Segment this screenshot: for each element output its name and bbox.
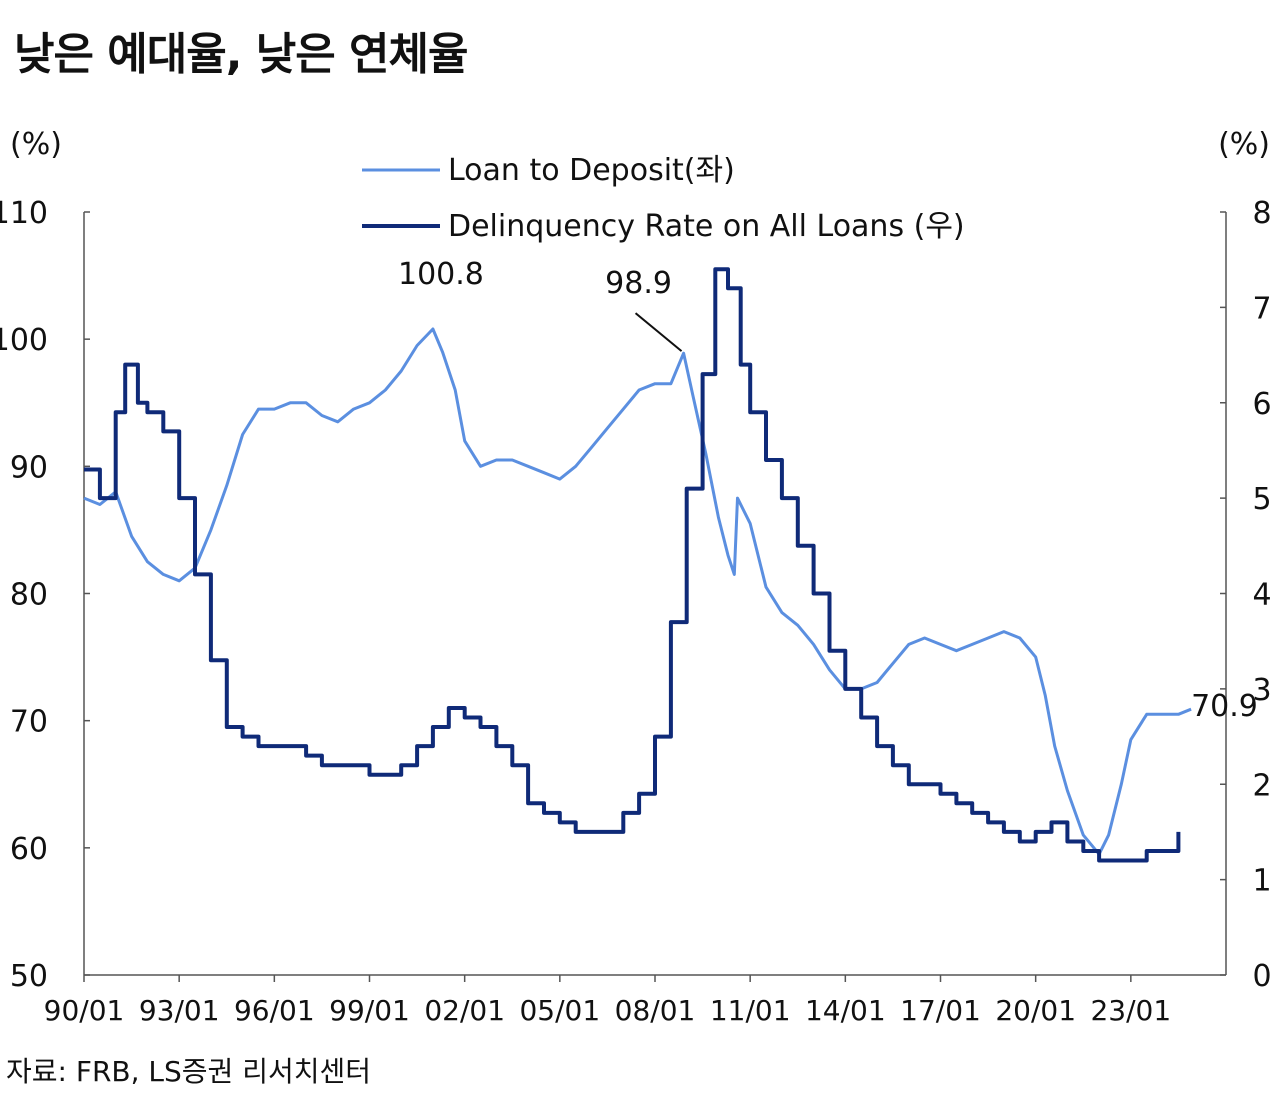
chart-axes: 110 100 90 80 70 60 50 (%) 8 7 6 5 4 3 2 1 0 (%) 90/01 93/0… [0,127,1272,1027]
x-tick-label: 96/01 [234,994,315,1027]
y-left-tick-label: 90 [10,450,48,485]
y-right-tick-label: 1 [1252,864,1271,899]
x-tick-label: 93/01 [139,994,220,1027]
x-tick-label: 99/01 [329,994,410,1027]
chart-annotations: 100.8 98.9 70.9 [398,257,1258,724]
y-left-tick-label: 50 [10,959,48,994]
x-tick-label: 02/01 [424,994,505,1027]
x-tick-label: 17/01 [900,994,981,1027]
y-left-tick-label: 80 [10,578,48,613]
legend-label: Delinquency Rate on All Loans (우) [448,209,965,244]
series-loan-to-deposit-line [83,327,1192,856]
source-note: 자료: FRB, LS증권 리서치센터 [6,1055,372,1088]
x-tick-label: 08/01 [615,994,696,1027]
annotation-label: 100.8 [398,257,484,292]
y-right-tick-label: 5 [1252,482,1271,517]
y-left-tick-label: 110 [0,196,48,231]
series-delinquency-line [84,267,1181,863]
y-left-tick-label: 60 [10,832,48,867]
y-right-tick-label: 0 [1252,959,1271,994]
y-right-tick-label: 8 [1252,196,1271,231]
annotation-leader-line [634,312,683,352]
x-tick-label: 90/01 [44,994,125,1027]
y-right-tick-label: 6 [1252,387,1271,422]
y-right-unit: (%) [1218,127,1270,162]
x-tick-label: 11/01 [710,994,791,1027]
legend-label: Loan to Deposit(좌) [448,153,735,188]
x-tick-label: 05/01 [519,994,600,1027]
x-tick-label: 23/01 [1090,994,1171,1027]
y-left-tick-label: 100 [0,323,48,358]
chart-legend: Loan to Deposit(좌) Delinquency Rate on Al… [362,153,965,244]
annotation-label: 98.9 [605,266,672,301]
annotation-label: 70.9 [1191,689,1258,724]
y-right-tick-label: 3 [1252,673,1271,708]
y-right-tick-label: 7 [1252,291,1271,326]
y-left-tick-label: 70 [10,705,48,740]
page-title: 낮은 예대율, 낮은 연체율 [14,29,468,80]
x-tick-label: 20/01 [995,994,1076,1027]
chart-series [83,267,1192,863]
y-left-unit: (%) [10,127,62,162]
y-right-tick-label: 4 [1252,578,1271,613]
y-right-tick-label: 2 [1252,768,1271,803]
x-tick-label: 14/01 [805,994,886,1027]
